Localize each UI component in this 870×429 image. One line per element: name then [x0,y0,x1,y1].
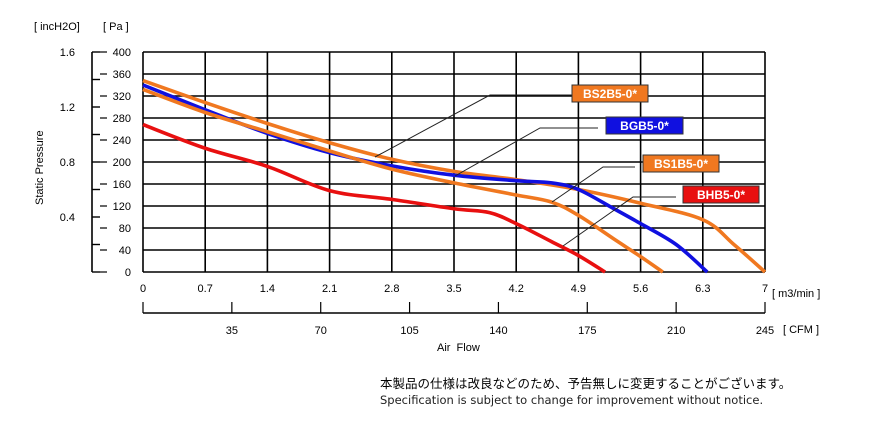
y-tick-label: 240 [113,135,131,147]
x-axis-title: Air Flow [437,342,480,354]
curve-bs2b50 [142,78,767,274]
x-tick-label: 0.7 [198,283,213,295]
y-tick-label: 80 [119,223,131,235]
legend-label: BS2B5-0* [583,87,637,101]
leader-line [562,196,676,247]
legend: BS2B5-0* BGB5-0* BS1B5-0* BHB5-0* [374,84,760,247]
y-tick-label: 360 [113,69,131,81]
legend-label: BGB5-0* [620,119,669,133]
legend-box [571,84,649,103]
x-tick-label: 4.2 [509,283,524,295]
grid [142,51,766,273]
legend-label: BHB5-0* [697,188,745,202]
y-tick-label: 0 [125,267,131,279]
y2-tick-label: 0.4 [60,212,75,224]
x-tick-label: 4.9 [571,283,586,295]
leader-line [454,127,598,177]
x-tick-label: 0 [140,283,146,295]
x-unit-label: [ m3/min ] [772,288,820,300]
y-tick-label: 400 [113,47,131,59]
x2-tick-label: 140 [489,325,507,337]
legend-box [682,185,760,204]
x-tick-label: 5.6 [633,283,648,295]
x2-tick-label: 175 [578,325,596,337]
y-tick-label: 40 [119,245,131,257]
y-tick-label: 200 [113,157,131,169]
y2-unit-label: [ incH2O] [34,21,80,33]
y2-tick-label: 0.8 [60,157,75,169]
legend-label: BS1B5-0* [654,157,708,171]
disclaimer-japanese: 本製品の仕様は改良などのため、予告無しに変更することがございます。 [380,376,792,391]
y-tick-label: 160 [113,179,131,191]
curve-bhb50 [142,122,607,274]
x2-tick-label: 210 [667,325,685,337]
legend-box [642,154,720,173]
x-tick-label: 2.1 [322,283,337,295]
x2-tick-label: 35 [226,325,238,337]
curve-bs1b50 [142,87,664,274]
x-tick-label: 7 [762,283,768,295]
y-tick-label: 320 [113,91,131,103]
y2-tick-label: 1.2 [60,102,75,114]
y-axis-title: Static Pressure [34,130,46,205]
x2-unit-label: [ CFM ] [783,324,819,336]
x2-tick-label: 245 [756,325,774,337]
disclaimer-english: Specification is subject to change for i… [380,393,764,407]
leader-line [374,94,572,158]
y-tick-label: 120 [113,201,131,213]
y-unit-label: [ Pa ] [103,21,129,33]
x2-tick-label: 70 [315,325,327,337]
x-tick-label: 6.3 [695,283,710,295]
x-tick-label: 1.4 [260,283,275,295]
y2-tick-label: 1.6 [60,47,75,59]
legend-box [605,116,684,135]
axes: 0 0.7 1.4 2.1 2.8 3.5 4.2 4.9 5.6 6.3 704080120160… [60,47,774,337]
x-tick-label: 2.8 [384,283,399,295]
x-tick-label: 3.5 [446,283,461,295]
curves [142,78,767,274]
y-tick-label: 280 [113,113,131,125]
x2-tick-label: 105 [400,325,418,337]
leader-line [551,166,635,203]
